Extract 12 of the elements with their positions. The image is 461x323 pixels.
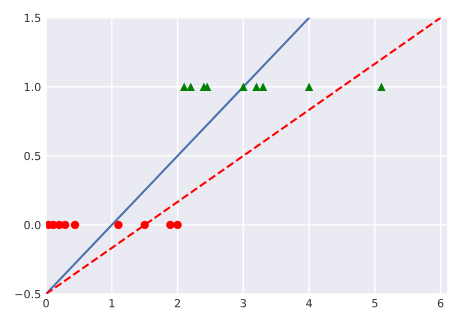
- y-tick-label: −0.5: [15, 290, 40, 298]
- x-tick-label: 4: [306, 299, 312, 308]
- y-tick-label: 0.5: [24, 152, 40, 160]
- x-tick-label: 0: [43, 298, 49, 308]
- x-tick-label: 3: [240, 298, 246, 308]
- x-tick-label: 5: [372, 299, 378, 308]
- y-tick-label: 0.0: [24, 220, 40, 230]
- y-tick-label: 1.5: [24, 14, 40, 22]
- x-tick-label: 6: [438, 298, 444, 308]
- y-tick-label: 1.0: [24, 82, 40, 92]
- x-tick-label: 1: [110, 299, 114, 308]
- x-tick-label: 2: [174, 298, 180, 308]
